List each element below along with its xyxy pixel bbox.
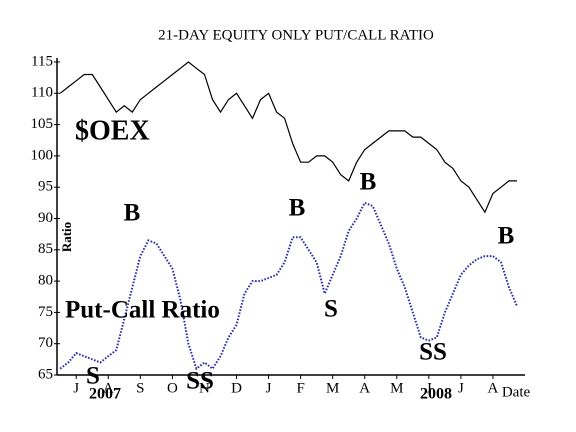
y-tick-label: 90 <box>38 210 53 226</box>
series-line <box>59 61 517 214</box>
x-tick-label: A <box>488 380 499 396</box>
y-tick-label: 65 <box>38 366 53 382</box>
x-tick-label: S <box>136 380 144 396</box>
y-tick-label: 105 <box>31 116 54 132</box>
signal-label: SS <box>419 339 447 366</box>
x-tick-label: M <box>326 380 339 396</box>
chart-title: 21-DAY EQUITY ONLY PUT/CALL RATIO <box>158 27 434 43</box>
y-tick-label: 110 <box>31 85 53 101</box>
x-tick-label: N <box>199 380 210 396</box>
y-tick-label: 70 <box>38 335 53 351</box>
signal-label: B <box>124 200 141 227</box>
x-tick-label: D <box>231 380 242 396</box>
signal-label: B <box>360 169 377 196</box>
series-line <box>59 201 518 371</box>
x-tick-label: J <box>73 380 79 396</box>
y-tick-label: 80 <box>38 273 53 289</box>
y-tick-label: 115 <box>31 53 53 69</box>
x-tick-label: A <box>359 380 370 396</box>
year-label: 2007 <box>89 386 121 403</box>
signal-label: B <box>289 195 306 222</box>
x-tick-label: J <box>458 380 464 396</box>
x-tick-label: F <box>296 380 304 396</box>
x-axis-label: Date <box>502 384 531 400</box>
x-tick-label: M <box>390 380 403 396</box>
y-tick-label: 100 <box>31 147 54 163</box>
y-tick-label: 95 <box>38 179 53 195</box>
y-tick-label: 85 <box>38 241 53 257</box>
x-tick-label: J <box>426 380 432 396</box>
x-tick-label: A <box>103 380 114 396</box>
series-label: Put-Call Ratio <box>65 297 220 324</box>
y-axis-label: Ratio <box>59 222 74 252</box>
signal-label: S <box>324 296 338 323</box>
x-tick-label: J <box>266 380 272 396</box>
series-label: $OEX <box>75 115 150 146</box>
x-tick-label: O <box>167 380 178 396</box>
signal-label: B <box>498 223 515 250</box>
year-label: 2008 <box>420 386 452 403</box>
signal-label: S <box>86 363 100 390</box>
y-tick-label: 75 <box>38 304 53 320</box>
signal-label: SS <box>186 368 214 395</box>
